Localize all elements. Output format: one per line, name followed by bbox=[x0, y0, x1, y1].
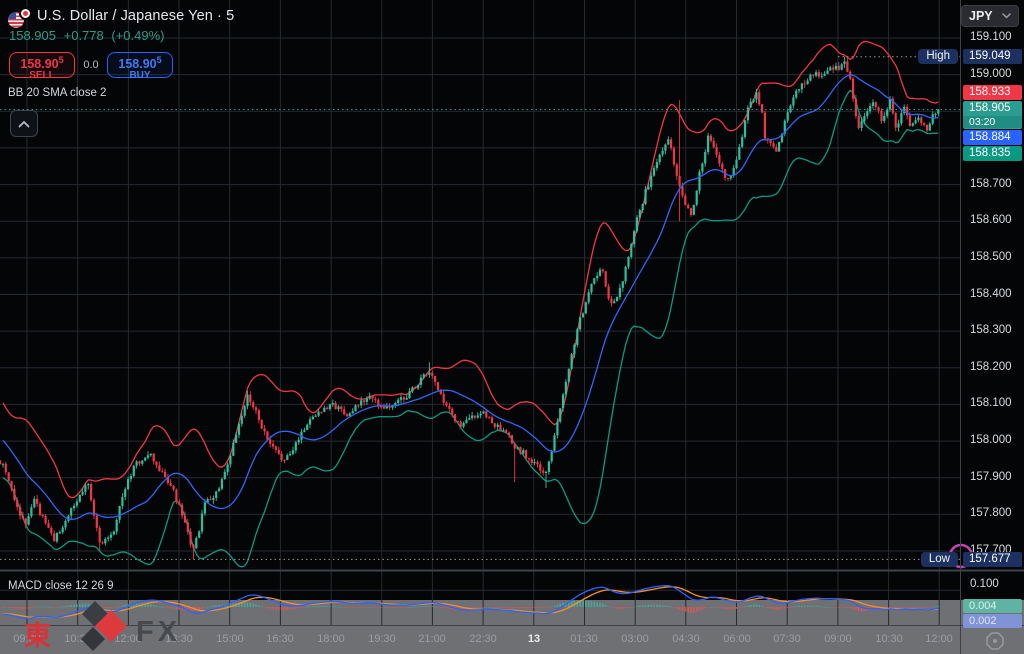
price-tick: 158.100 bbox=[970, 397, 1012, 409]
time-tick: 21:00 bbox=[418, 633, 446, 645]
last-price-badge: 158.905 03:20 bbox=[963, 101, 1022, 130]
price-tick: 158.700 bbox=[970, 178, 1012, 190]
high-label-chip: High bbox=[918, 48, 958, 64]
price-tick: 158.300 bbox=[970, 324, 1012, 336]
watermark-logo-icon bbox=[81, 601, 127, 651]
time-tick: 16:30 bbox=[266, 633, 294, 645]
currency-selector[interactable]: JPY bbox=[961, 5, 1019, 27]
time-tick: 18:00 bbox=[317, 633, 345, 645]
watermark-cjk-text: 東西 bbox=[24, 621, 52, 651]
time-tick: 09:00 bbox=[824, 633, 852, 645]
bb-upper-badge: 158.933 bbox=[963, 85, 1022, 101]
macd-value-badge: 0.004 bbox=[963, 599, 1022, 613]
chevron-up-icon bbox=[18, 120, 30, 127]
bb-basis-badge: 158.884 bbox=[963, 130, 1022, 146]
low-label-chip: Low bbox=[920, 552, 958, 568]
timezone-settings-icon[interactable] bbox=[984, 631, 1006, 654]
buy-price: 158.905 bbox=[118, 55, 162, 72]
price-tick: 158.400 bbox=[970, 288, 1012, 300]
low-price-badge: 157.677 bbox=[963, 552, 1022, 568]
time-tick: 12:00 bbox=[114, 633, 142, 645]
time-tick: 03:00 bbox=[621, 633, 649, 645]
time-tick: 22:30 bbox=[469, 633, 497, 645]
indicator-label-macd[interactable]: MACD close 12 26 9 bbox=[8, 580, 114, 592]
chevron-down-icon bbox=[1002, 13, 1011, 19]
time-tick: 12:00 bbox=[925, 633, 953, 645]
sell-label: SELL bbox=[29, 70, 55, 82]
symbol-title[interactable]: U.S. Dollar / Japanese Yen · 5 bbox=[37, 8, 235, 24]
time-tick: 06:00 bbox=[723, 633, 751, 645]
time-tick: 10:30 bbox=[875, 633, 903, 645]
collapse-indicators-button[interactable] bbox=[10, 110, 38, 137]
buy-label: BUY bbox=[129, 70, 151, 82]
time-tick: 07:30 bbox=[773, 633, 801, 645]
time-tick: 01:30 bbox=[570, 633, 598, 645]
high-price-badge: 159.049 bbox=[963, 48, 1022, 64]
indicator-label-bb[interactable]: BB 20 SMA close 2 bbox=[8, 87, 107, 99]
price-tick: 157.800 bbox=[970, 507, 1012, 519]
spread-value: 0.0 bbox=[83, 59, 99, 71]
japan-flag-icon bbox=[19, 7, 32, 20]
price-tick: 158.000 bbox=[970, 434, 1012, 446]
macd-axis-tick: 0.100 bbox=[970, 578, 999, 590]
time-tick: 15:00 bbox=[216, 633, 244, 645]
price-tick: 158.200 bbox=[970, 361, 1012, 373]
time-tick: 13 bbox=[527, 633, 541, 645]
price-change-text: +0.778 bbox=[63, 28, 104, 43]
price-change-pct-text: (+0.49%) bbox=[111, 28, 165, 43]
octagon-dot-icon bbox=[986, 632, 1004, 650]
price-tick: 157.900 bbox=[970, 471, 1012, 483]
time-tick: 13:30 bbox=[165, 633, 193, 645]
time-tick: 04:30 bbox=[672, 633, 700, 645]
bb-lower-badge: 158.835 bbox=[963, 146, 1022, 162]
sell-price: 158.905 bbox=[20, 55, 64, 72]
macd-value-badge: 0.002 bbox=[963, 614, 1022, 628]
price-tick: 159.100 bbox=[970, 31, 1012, 43]
last-price-text: 158.905 bbox=[9, 28, 56, 43]
bar-countdown: 03:20 bbox=[963, 116, 1022, 129]
price-tick: 158.500 bbox=[970, 251, 1012, 263]
currency-selector-value: JPY bbox=[969, 9, 993, 23]
symbol-flags-icon bbox=[8, 7, 34, 29]
watermark-latin-text: FX bbox=[136, 616, 182, 648]
price-tick: 159.000 bbox=[970, 68, 1012, 80]
time-tick: 09:00 bbox=[13, 633, 41, 645]
buy-button[interactable]: 158.905 BUY bbox=[107, 52, 173, 82]
time-tick: 19:30 bbox=[368, 633, 396, 645]
sell-button[interactable]: 158.905 SELL bbox=[9, 52, 75, 82]
price-summary: 158.905 +0.778 (+0.49%) bbox=[9, 28, 169, 43]
price-tick: 158.600 bbox=[970, 214, 1012, 226]
